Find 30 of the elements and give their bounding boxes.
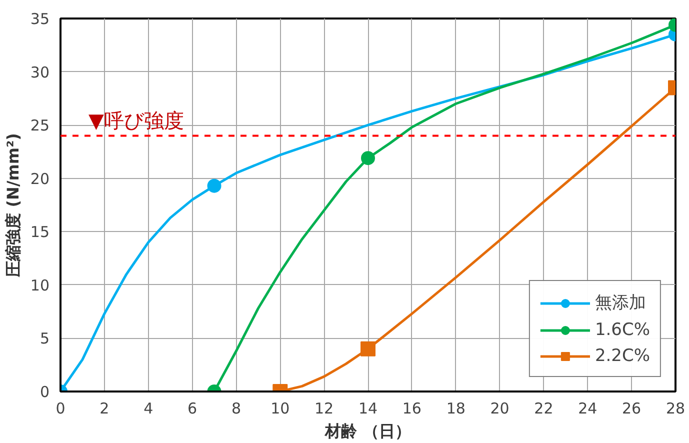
x-tick-label: 4 — [144, 400, 154, 418]
x-tick-label: 0 — [56, 400, 66, 418]
x-tick-label: 16 — [402, 400, 422, 418]
y-tick-label: 25 — [30, 116, 50, 135]
x-tick-label: 24 — [578, 400, 598, 418]
x-tick-label: 14 — [358, 400, 378, 418]
x-tick-label: 18 — [446, 400, 466, 418]
x-tick-label: 2 — [100, 400, 110, 418]
x-tick-label: 28 — [666, 400, 686, 418]
y-tick-label: 0 — [40, 383, 50, 401]
y-tick-label: 10 — [30, 276, 50, 294]
x-tick-label: 20 — [490, 400, 510, 418]
x-tick-label: 8 — [231, 400, 241, 418]
ref-line-label: ▼呼び強度 — [88, 108, 184, 133]
x-tick-label: 12 — [314, 400, 334, 418]
y-tick-label: 35 — [30, 10, 50, 28]
x-tick-label: 26 — [622, 400, 642, 418]
y-tick-label: 15 — [30, 223, 50, 242]
x-tick-label: 6 — [188, 400, 198, 418]
x-axis-title: 材齢 （日） — [324, 422, 411, 440]
y-tick-label: 30 — [30, 63, 50, 82]
point — [361, 151, 375, 166]
legend-label: 1.6C% — [594, 320, 650, 340]
y-axis-title: 圧縮強度 (N/mm²) — [3, 133, 22, 278]
x-tick-label: 10 — [270, 400, 290, 418]
y-tick-label: 20 — [30, 170, 50, 188]
legend-label: 無添加 — [594, 292, 646, 314]
legend-label: 2.2C% — [594, 346, 650, 366]
x-tick-label: 22 — [534, 400, 554, 418]
y-tick-label: 5 — [40, 330, 50, 348]
